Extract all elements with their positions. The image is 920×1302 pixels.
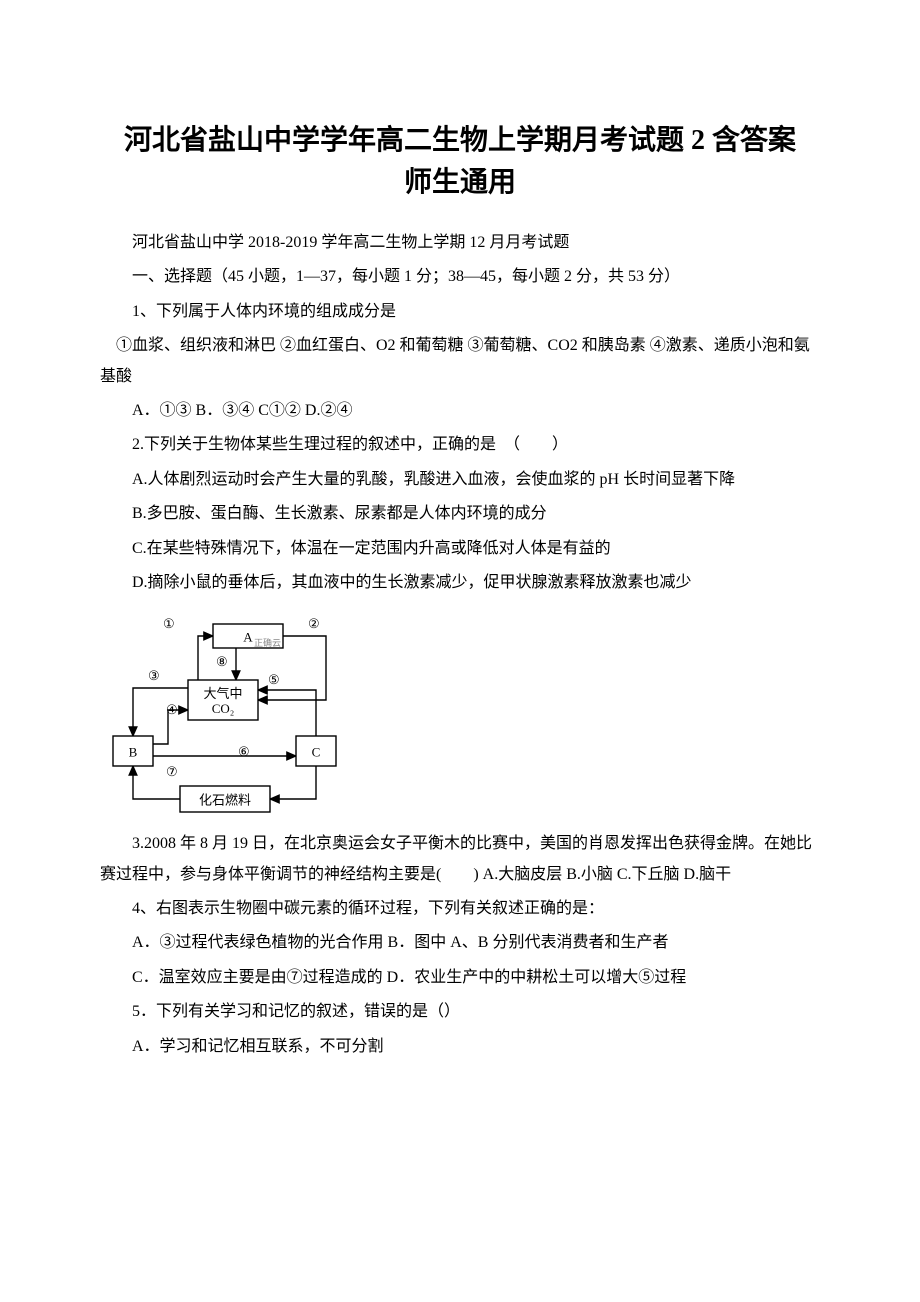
carbon-cycle-svg: ① ② ⑧ ③ ④ ⑤ ⑥ ⑦ A 大气中CO₂ B C 化石燃料 正确云	[108, 606, 346, 816]
q4-ab: A．③过程代表绿色植物的光合作用 B．图中 A、B 分别代表消费者和生产者	[100, 928, 820, 958]
svg-text:⑦: ⑦	[166, 764, 178, 779]
title-line-1: 河北省盐山中学学年高二生物上学期月考试题 2 含答案	[124, 125, 796, 156]
svg-text:②: ②	[308, 616, 320, 631]
q4-stem: 4、右图表示生物圈中碳元素的循环过程，下列有关叙述正确的是：	[100, 894, 820, 924]
q2-opt-c: C.在某些特殊情况下，体温在一定范围内升高或降低对人体是有益的	[100, 534, 820, 564]
svg-text:①: ①	[163, 616, 175, 631]
svg-text:③: ③	[148, 668, 160, 683]
svg-text:④: ④	[166, 702, 178, 717]
header-line: 河北省盐山中学 2018-2019 学年高二生物上学期 12 月月考试题	[100, 228, 820, 258]
q2-opt-b: B.多巴胺、蛋白酶、生长激素、尿素都是人体内环境的成分	[100, 499, 820, 529]
q1-options: ①血浆、组织液和淋巴 ②血红蛋白、O2 和葡萄糖 ③葡萄糖、CO2 和胰岛素 ④…	[100, 331, 820, 392]
svg-text:化石燃料: 化石燃料	[199, 793, 251, 808]
q5-opt-a: A．学习和记忆相互联系，不可分割	[100, 1032, 820, 1062]
q3: 3.2008 年 8 月 19 日，在北京奥运会女子平衡木的比赛中，美国的肖恩发…	[100, 829, 820, 890]
q2-opt-d: D.摘除小鼠的垂体后，其血液中的生长激素减少，促甲状腺激素释放激素也减少	[100, 568, 820, 598]
section-heading: 一、选择题（45 小题，1—37，每小题 1 分；38—45，每小题 2 分，共…	[100, 262, 820, 292]
svg-text:⑧: ⑧	[216, 654, 228, 669]
svg-text:A: A	[243, 630, 253, 645]
carbon-cycle-diagram: ① ② ⑧ ③ ④ ⑤ ⑥ ⑦ A 大气中CO₂ B C 化石燃料 正确云	[108, 606, 820, 821]
title-line-2: 师生通用	[404, 167, 516, 198]
doc-title: 河北省盐山中学学年高二生物上学期月考试题 2 含答案 师生通用	[100, 120, 820, 204]
q4-cd: C．温室效应主要是由⑦过程造成的 D．农业生产中的中耕松土可以增大⑤过程	[100, 963, 820, 993]
q2-stem: 2.下列关于生物体某些生理过程的叙述中，正确的是 （ ）	[100, 430, 820, 460]
svg-text:C: C	[312, 745, 321, 760]
svg-text:正确云: 正确云	[254, 637, 281, 648]
svg-text:⑤: ⑤	[268, 672, 280, 687]
svg-text:⑥: ⑥	[238, 744, 250, 759]
svg-text:CO₂: CO₂	[212, 701, 235, 716]
svg-text:大气中: 大气中	[203, 686, 242, 701]
q2-opt-a: A.人体剧烈运动时会产生大量的乳酸，乳酸进入血液，会使血浆的 pH 长时间显著下…	[100, 465, 820, 495]
q5-stem: 5．下列有关学习和记忆的叙述，错误的是（）	[100, 997, 820, 1027]
q1-choices: A．①③ B．③④ C①② D.②④	[100, 396, 820, 426]
svg-text:B: B	[129, 745, 138, 760]
q1-stem: 1、下列属于人体内环境的组成成分是	[100, 297, 820, 327]
